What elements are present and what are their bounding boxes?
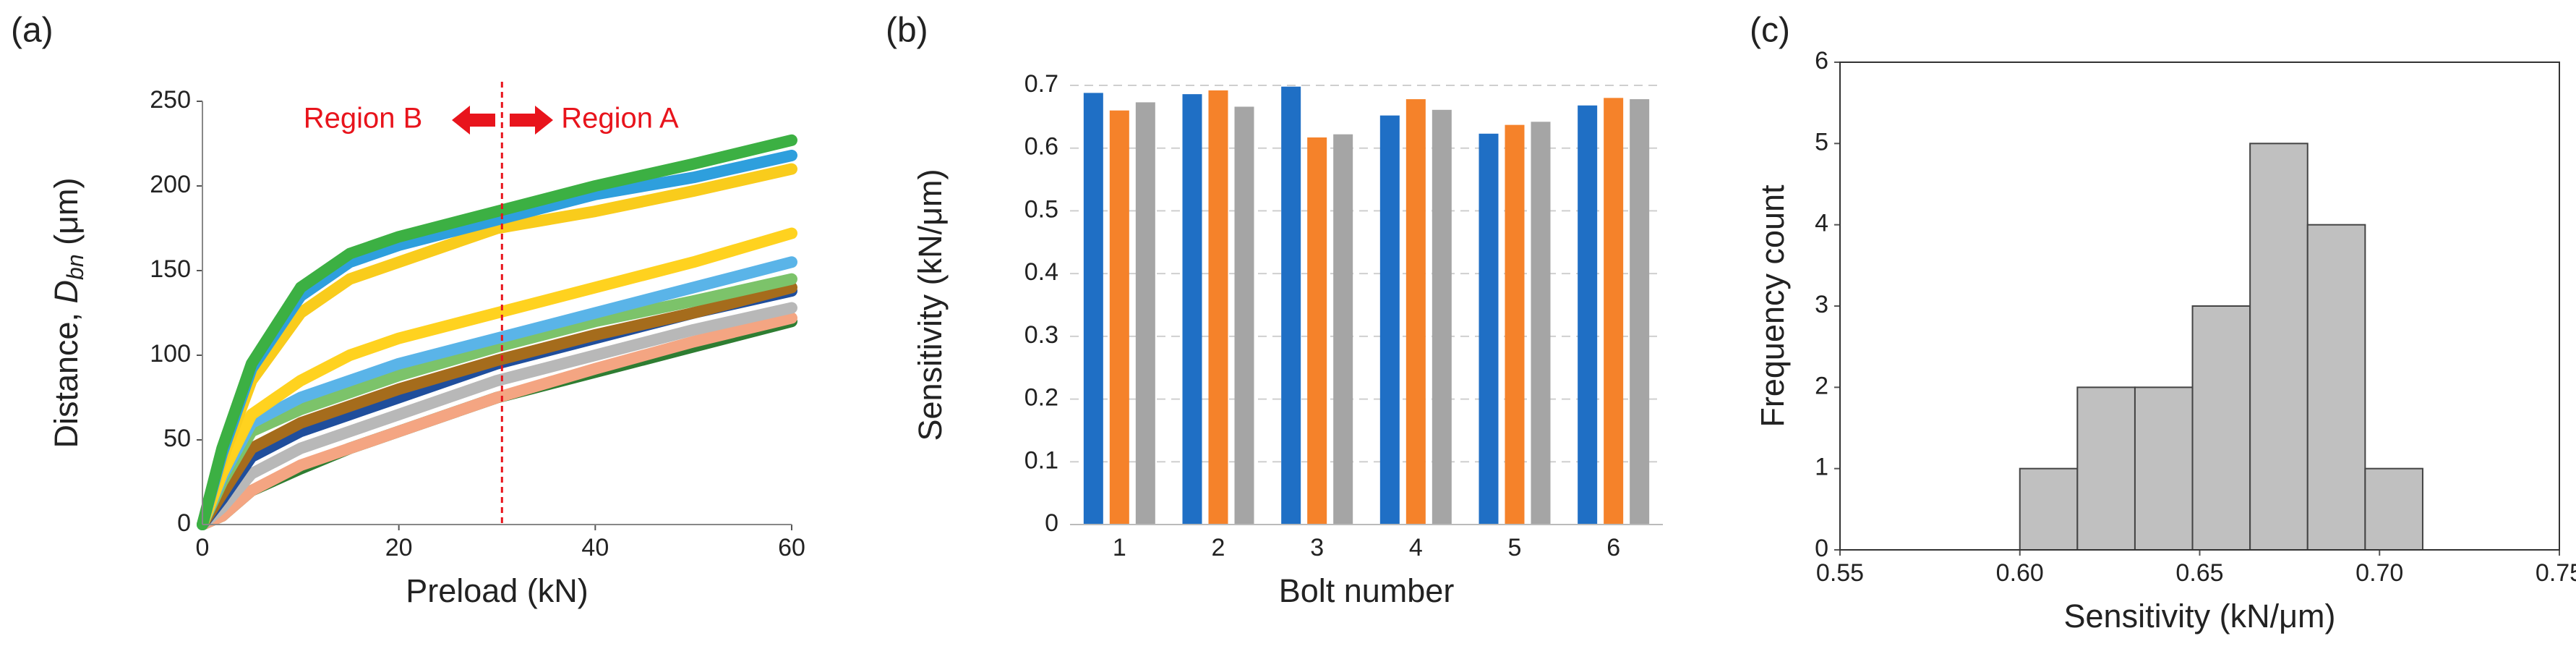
y-axis-title-unit: (μm)	[48, 177, 85, 254]
x-tick-label: 0.65	[2175, 559, 2223, 587]
plot-frame	[1839, 61, 2560, 551]
histogram-bar	[2191, 305, 2251, 551]
x-tick-label: 0.70	[2355, 559, 2403, 587]
x-tick-label: 3	[1310, 534, 1324, 561]
data-line	[197, 281, 797, 530]
data-line	[197, 134, 797, 530]
bar	[1307, 137, 1327, 525]
x-tick-label: 4	[1409, 534, 1423, 561]
panel-label: (c)	[1750, 12, 1790, 50]
y-axis-title-text: Distance,	[48, 303, 85, 448]
histogram-bar	[2134, 386, 2194, 551]
bar	[1109, 110, 1129, 525]
y-tick-label: 4	[1815, 210, 1828, 237]
y-axis-title: Distance, Dbn (μm)	[48, 177, 89, 448]
x-tick-label: 0.55	[1816, 559, 1864, 587]
x-tick-label: 0	[196, 534, 210, 561]
x-tick-label: 20	[385, 534, 413, 561]
y-tick-label: 200	[150, 171, 191, 198]
panel-label: (a)	[11, 12, 54, 50]
bar	[1135, 102, 1155, 525]
y-tick-label: 0.2	[1024, 384, 1058, 412]
y-tick-label: 0	[1045, 509, 1058, 537]
x-tick-label: 5	[1508, 534, 1522, 561]
data-line	[197, 312, 797, 530]
histogram-bar	[2019, 467, 2079, 551]
data-line	[197, 302, 797, 530]
x-axis-title: Bolt number	[1279, 572, 1455, 609]
bar	[1333, 134, 1353, 525]
bar	[1281, 86, 1301, 525]
arrow-left	[452, 106, 495, 135]
y-tick-label: 150	[150, 255, 191, 283]
y-tick-label: 2	[1815, 372, 1828, 399]
y-tick-label: 0.3	[1024, 321, 1058, 349]
y-tick-label: 0.4	[1024, 258, 1058, 286]
bar	[1578, 105, 1598, 525]
region-label: Region A	[561, 103, 679, 135]
x-tick-label: 6	[1606, 534, 1620, 561]
histogram-bar	[2364, 467, 2423, 551]
data-line	[197, 227, 797, 530]
y-tick-label: 0.7	[1024, 70, 1058, 98]
bar	[1604, 98, 1624, 525]
x-tick-label: 0.60	[1996, 559, 2044, 587]
x-tick-label: 0.75	[2536, 559, 2576, 587]
histogram-bar	[2306, 224, 2366, 551]
y-tick-label: 3	[1815, 291, 1828, 318]
bar	[1083, 93, 1103, 525]
bar	[1630, 99, 1650, 525]
y-tick-label: 0.5	[1024, 195, 1058, 223]
panel-label: (b)	[886, 12, 928, 50]
bar	[1182, 94, 1202, 525]
y-tick-label: 0	[1815, 535, 1828, 562]
bar	[1505, 124, 1525, 525]
bar	[1379, 115, 1400, 525]
x-tick-label: 60	[778, 534, 805, 561]
y-tick-label: 100	[150, 340, 191, 368]
y-axis-title: Frequency count	[1754, 184, 1791, 428]
y-axis-title: Sensitivity (kN/μm)	[912, 169, 949, 441]
histogram-bar	[2076, 386, 2136, 551]
y-tick-label: 0.6	[1024, 133, 1058, 161]
y-axis-title-subscript: bn	[62, 254, 88, 280]
x-tick-label: 40	[581, 534, 609, 561]
bar	[1234, 106, 1254, 525]
x-tick-label: 2	[1212, 534, 1225, 561]
bar	[1432, 109, 1452, 525]
bar	[1208, 90, 1228, 525]
x-tick-label: 1	[1113, 534, 1126, 561]
y-tick-label: 0.1	[1024, 446, 1058, 474]
bar	[1531, 122, 1551, 525]
y-tick-label: 250	[150, 86, 191, 114]
y-tick-label: 6	[1815, 47, 1828, 75]
region-label: Region B	[304, 103, 423, 135]
y-axis-title-symbol: D	[48, 280, 85, 304]
y-tick-label: 50	[163, 425, 191, 452]
x-axis-title: Sensitivity (kN/μm)	[2064, 598, 2336, 635]
x-axis-title: Preload (kN)	[406, 572, 589, 609]
y-tick-label: 1	[1815, 454, 1828, 481]
y-tick-label: 0	[177, 509, 191, 537]
arrow-right	[510, 106, 553, 135]
bar	[1479, 133, 1499, 525]
y-tick-label: 5	[1815, 128, 1828, 156]
histogram-bar	[2249, 143, 2308, 551]
bar	[1405, 99, 1426, 525]
